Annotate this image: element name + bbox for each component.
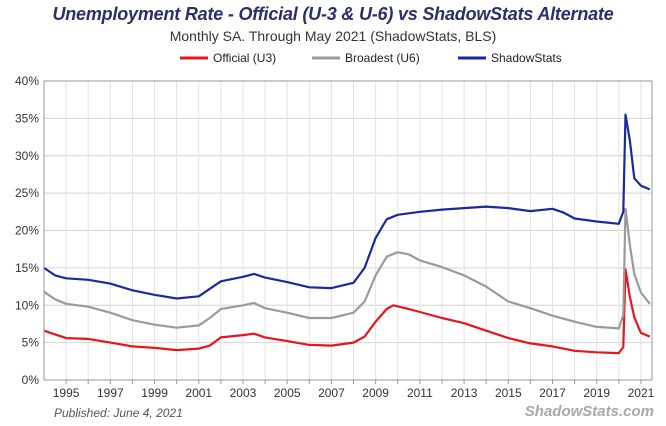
watermark-logo: ShadowStats.com [524,403,654,420]
x-tick-label: 1999 [141,386,168,400]
legend-label: Official (U3) [213,51,276,65]
chart-subtitle: Monthly SA. Through May 2021 (ShadowStat… [169,28,497,44]
y-tick-label: 25% [15,186,39,200]
y-axis-ticks: 0% 5% 10% 15% 20% 25% 30% 35% 40% [15,74,39,387]
x-tick-label: 1995 [53,386,80,400]
x-tick-label: 2005 [274,386,301,400]
y-tick-label: 20% [15,224,39,238]
series-line-2 [43,113,651,300]
y-tick-label: 35% [15,111,39,125]
published-date: Published: June 4, 2021 [54,406,183,420]
x-tick-label: 2019 [583,386,610,400]
x-tick-label: 2003 [230,386,257,400]
series-lines [43,113,651,355]
legend-label: ShadowStats [491,51,562,65]
legend-label: Broadest (U6) [345,51,420,65]
x-tick-label: 2009 [362,386,389,400]
x-tick-label: 2015 [495,386,522,400]
y-tick-label: 30% [15,149,39,163]
legend: Official (U3) Broadest (U6) ShadowStats [180,51,562,65]
x-tick-label: 2017 [539,386,566,400]
x-tick-label: 2001 [185,386,212,400]
y-tick-label: 10% [15,298,39,312]
x-axis-ticks: 1995 1997 1999 2001 2003 2005 2007 2009 2011 2013… [53,386,655,400]
y-tick-label: 0% [22,373,40,387]
series-line-0 [43,268,651,355]
y-tick-label: 5% [22,336,40,350]
x-tick-label: 2021 [628,386,655,400]
x-tick-label: 2011 [407,386,433,400]
y-tick-label: 40% [15,74,39,88]
chart-title: Unemployment Rate - Official (U-3 & U-6)… [52,4,614,24]
x-tick-label: 2013 [451,386,478,400]
x-tick-label: 1997 [97,386,124,400]
x-tick-label: 2007 [318,386,345,400]
plot-frame [43,80,653,381]
series-line-1 [43,207,651,330]
y-tick-label: 15% [15,261,39,275]
grid-lines [44,80,652,384]
